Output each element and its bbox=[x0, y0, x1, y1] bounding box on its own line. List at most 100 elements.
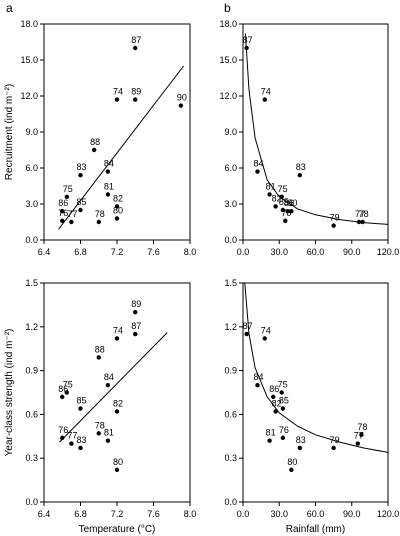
x-tick-label: 8.0 bbox=[184, 509, 197, 519]
data-point bbox=[331, 445, 336, 451]
y-tick-label: 0.6 bbox=[224, 409, 237, 419]
point-label: 85 bbox=[76, 396, 86, 406]
x-tick-label: 90.0 bbox=[343, 247, 361, 257]
x-tick-label: 90.0 bbox=[343, 509, 361, 519]
y-tick-label: 3.0 bbox=[224, 199, 237, 209]
point-label: 74 bbox=[113, 325, 123, 335]
x-tick-label: 7.6 bbox=[147, 509, 160, 519]
point-label: 90 bbox=[177, 93, 187, 103]
data-point bbox=[69, 441, 74, 446]
point-label: 78 bbox=[95, 420, 105, 430]
x-tick-label: 6.4 bbox=[38, 247, 51, 257]
panel-label: b bbox=[224, 1, 231, 15]
data-point bbox=[355, 441, 360, 446]
data-point bbox=[133, 97, 138, 102]
data-point bbox=[60, 218, 65, 223]
point-label: 85 bbox=[279, 396, 289, 406]
data-point bbox=[255, 169, 260, 174]
point-label: 82 bbox=[272, 398, 282, 408]
data-point bbox=[64, 194, 70, 199]
y-tick-label: 15.0 bbox=[20, 55, 38, 65]
data-point bbox=[271, 394, 276, 400]
point-label: 77 bbox=[67, 431, 77, 441]
point-label: 81 bbox=[266, 181, 276, 191]
point-label: 87 bbox=[131, 35, 141, 45]
point-label: 82 bbox=[113, 193, 123, 203]
point-label: 84 bbox=[253, 372, 263, 382]
data-point bbox=[96, 219, 101, 225]
data-point bbox=[105, 383, 111, 388]
point-label: 82 bbox=[272, 193, 282, 203]
point-label: 85 bbox=[279, 197, 289, 207]
x-tick-label: 60.0 bbox=[307, 509, 325, 519]
y-tick-label: 1.5 bbox=[25, 278, 38, 288]
data-point bbox=[114, 467, 120, 473]
point-label: 74 bbox=[261, 325, 271, 335]
point-label: 86 bbox=[269, 384, 279, 394]
data-point bbox=[273, 204, 278, 209]
data-point bbox=[289, 467, 294, 473]
x-tick-label: 6.8 bbox=[74, 247, 87, 257]
point-label: 76 bbox=[279, 425, 289, 435]
point-label: 81 bbox=[104, 428, 114, 438]
point-label: 87 bbox=[131, 321, 141, 331]
x-tick-label: 120.0 bbox=[377, 509, 400, 519]
y-tick-label: 9.0 bbox=[25, 127, 38, 137]
y-tick-label: 1.5 bbox=[224, 278, 237, 288]
y-tick-label: 1.2 bbox=[224, 322, 237, 332]
fit-line bbox=[244, 33, 389, 225]
x-tick-label: 7.2 bbox=[111, 509, 124, 519]
data-point bbox=[114, 336, 120, 341]
data-point bbox=[78, 406, 83, 411]
y-tick-label: 0.0 bbox=[25, 235, 38, 245]
point-label: 78 bbox=[95, 209, 105, 219]
point-label: 84 bbox=[104, 372, 114, 382]
data-point bbox=[255, 383, 260, 388]
data-point bbox=[78, 207, 83, 213]
y-tick-label: 0.9 bbox=[25, 366, 38, 376]
y-tick-label: 6.0 bbox=[224, 163, 237, 173]
data-point bbox=[280, 435, 286, 440]
point-label: 83 bbox=[76, 162, 86, 172]
point-label: 80 bbox=[287, 198, 297, 208]
data-point bbox=[244, 331, 249, 337]
fit-line bbox=[59, 332, 168, 443]
x-tick-label: 7.2 bbox=[111, 247, 124, 257]
y-axis-label: Year-class strength (ind m⁻²) bbox=[4, 329, 15, 457]
point-label: 76 bbox=[58, 208, 68, 218]
point-label: 80 bbox=[113, 205, 123, 215]
data-point bbox=[267, 192, 272, 197]
data-point bbox=[280, 207, 286, 213]
point-label: 78 bbox=[357, 422, 367, 432]
point-label: 83 bbox=[296, 435, 306, 445]
data-point bbox=[280, 406, 286, 411]
point-label: 74 bbox=[113, 87, 123, 97]
data-point bbox=[69, 219, 74, 225]
data-point bbox=[331, 223, 336, 228]
y-tick-label: 12.0 bbox=[20, 91, 38, 101]
data-point bbox=[96, 431, 101, 436]
point-label: 86 bbox=[284, 198, 294, 208]
data-point bbox=[297, 445, 302, 451]
y-tick-label: 6.0 bbox=[25, 163, 38, 173]
point-label: 81 bbox=[266, 428, 276, 438]
y-tick-label: 0.6 bbox=[25, 409, 38, 419]
point-label: 77 bbox=[355, 209, 365, 219]
data-point bbox=[105, 169, 111, 174]
y-tick-label: 9.0 bbox=[224, 127, 237, 137]
data-point bbox=[285, 209, 290, 214]
plot-frame bbox=[242, 282, 389, 503]
plot-frame bbox=[242, 23, 389, 241]
x-tick-label: 8.0 bbox=[184, 247, 197, 257]
x-tick-label: 6.4 bbox=[38, 509, 51, 519]
data-point bbox=[105, 192, 111, 197]
y-tick-label: 0.9 bbox=[224, 366, 237, 376]
data-point bbox=[60, 435, 65, 440]
x-tick-label: 0.0 bbox=[237, 247, 250, 257]
point-label: 75 bbox=[63, 184, 73, 194]
point-label: 76 bbox=[281, 208, 291, 218]
data-point bbox=[289, 209, 294, 214]
point-label: 85 bbox=[76, 197, 86, 207]
data-point bbox=[78, 173, 83, 178]
data-point bbox=[64, 390, 70, 395]
